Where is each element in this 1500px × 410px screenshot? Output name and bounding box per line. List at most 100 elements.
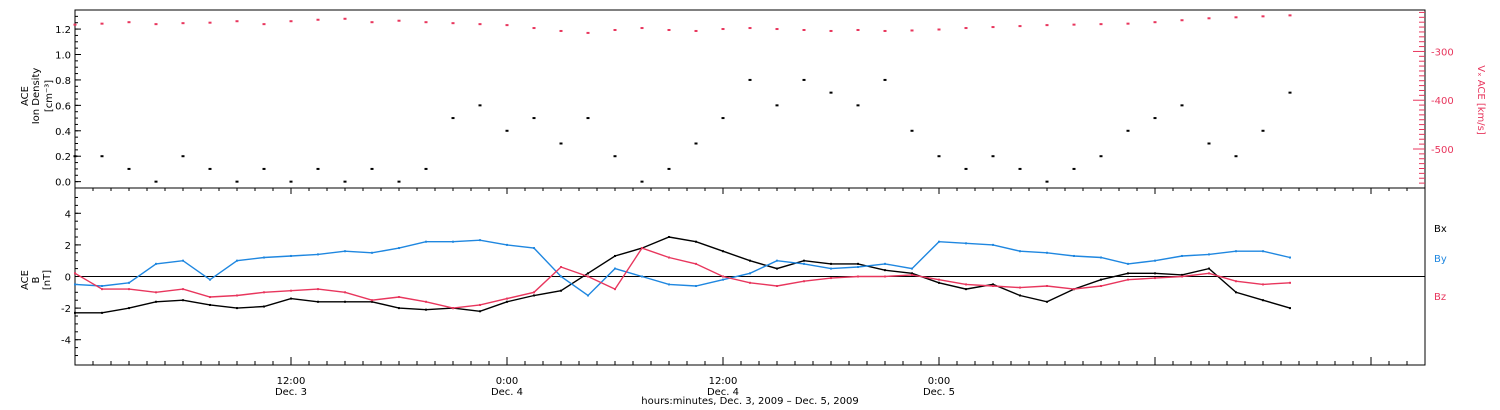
vx-point — [586, 31, 590, 34]
by-series-line — [74, 239, 1291, 297]
bz-point — [641, 247, 643, 250]
density-point — [208, 167, 212, 170]
bx-point — [371, 300, 373, 303]
bx-point — [317, 300, 319, 303]
density-point — [1234, 155, 1238, 158]
bz-point — [209, 296, 211, 299]
density-point — [343, 180, 347, 183]
vx-point — [289, 20, 293, 23]
bz-series-line — [74, 247, 1291, 309]
bx-point — [479, 310, 481, 313]
by-point — [1154, 259, 1156, 262]
bx-point — [1262, 299, 1264, 302]
density-point — [1099, 155, 1103, 158]
vx-point — [910, 29, 914, 32]
vx-point — [694, 29, 698, 32]
bx-point — [209, 303, 211, 306]
bx-point — [965, 288, 967, 291]
bz-point — [1127, 278, 1129, 281]
bx-point — [749, 259, 751, 262]
x-tick-label-time: 0:00 — [928, 376, 950, 387]
density-point — [1153, 117, 1157, 120]
bz-point — [1181, 275, 1183, 278]
legend-bz: Bz — [1434, 292, 1446, 303]
bx-point — [1181, 273, 1183, 276]
bottom-legend: Bx By Bz — [1434, 224, 1447, 303]
bx-point — [803, 259, 805, 262]
density-point — [478, 104, 482, 107]
vx-point — [478, 23, 482, 26]
bottom-left-axis-title: ACE B [nT] — [20, 270, 53, 290]
density-point — [451, 117, 455, 120]
top-panel-ticks: 0.0 0.2 0.4 0.6 0.8 1.0 1.2 -300 -400 -500 — [55, 11, 1454, 189]
by-point — [587, 294, 589, 297]
bz-point — [236, 294, 238, 297]
density-point — [505, 129, 509, 132]
bx-point — [830, 262, 832, 265]
density-point — [1126, 129, 1130, 132]
top-ylabel-unit: [cm⁻³] — [44, 80, 55, 112]
top-right-tick-label: -300 — [1431, 47, 1454, 58]
by-point — [668, 283, 670, 286]
bx-point — [695, 240, 697, 243]
density-point — [100, 155, 104, 158]
density-point — [613, 155, 617, 158]
bz-point — [695, 262, 697, 265]
bz-point — [587, 275, 589, 278]
bz-point — [506, 297, 508, 300]
top-right-axis-title: Vₓ ACE [km/s] — [1475, 65, 1486, 135]
by-point — [425, 240, 427, 243]
vx-point — [1288, 14, 1292, 17]
density-point — [1207, 142, 1211, 145]
vx-point — [1072, 23, 1076, 26]
density-point — [235, 180, 239, 183]
density-point — [937, 155, 941, 158]
bz-point — [263, 291, 265, 294]
density-point — [316, 167, 320, 170]
top-ylabel-line-1: ACE — [20, 86, 31, 106]
bx-point — [182, 299, 184, 302]
bx-point — [857, 262, 859, 265]
bx-point — [101, 311, 103, 314]
vx-point — [532, 27, 536, 30]
by-point — [344, 250, 346, 253]
density-point — [73, 155, 77, 158]
density-point — [964, 167, 968, 170]
density-point — [586, 117, 590, 120]
density-point — [991, 155, 995, 158]
bottom-tick-label: -4 — [61, 336, 71, 347]
bx-point — [1046, 300, 1048, 303]
bz-point — [938, 278, 940, 281]
x-tick-label-day: Dec. 3 — [275, 387, 307, 398]
by-point — [155, 262, 157, 265]
density-point — [181, 155, 185, 158]
vx-point — [991, 26, 995, 29]
density-point — [1018, 167, 1022, 170]
by-point — [1262, 250, 1264, 253]
vx-point — [883, 29, 887, 32]
vx-point — [1126, 22, 1130, 25]
vx-point — [451, 22, 455, 25]
by-point — [533, 247, 535, 250]
vx-point — [343, 17, 347, 20]
vx-point — [100, 22, 104, 25]
bz-point — [398, 296, 400, 299]
top-ylabel-line-2: Ion Density — [31, 68, 42, 125]
by-point — [857, 266, 859, 269]
by-point — [317, 253, 319, 256]
vx-point — [262, 23, 266, 26]
bz-point — [425, 300, 427, 303]
bz-point — [668, 256, 670, 259]
density-point — [559, 142, 563, 145]
bx-point — [938, 281, 940, 284]
bx-point — [776, 267, 778, 270]
bz-point — [560, 266, 562, 269]
density-point — [1288, 91, 1292, 94]
x-tick-label-day: Dec. 5 — [923, 387, 955, 398]
by-point — [74, 283, 76, 286]
vx-point — [397, 19, 401, 22]
top-left-tick-label: 0.4 — [55, 127, 71, 138]
density-point — [883, 78, 887, 81]
vx-point — [937, 28, 941, 31]
